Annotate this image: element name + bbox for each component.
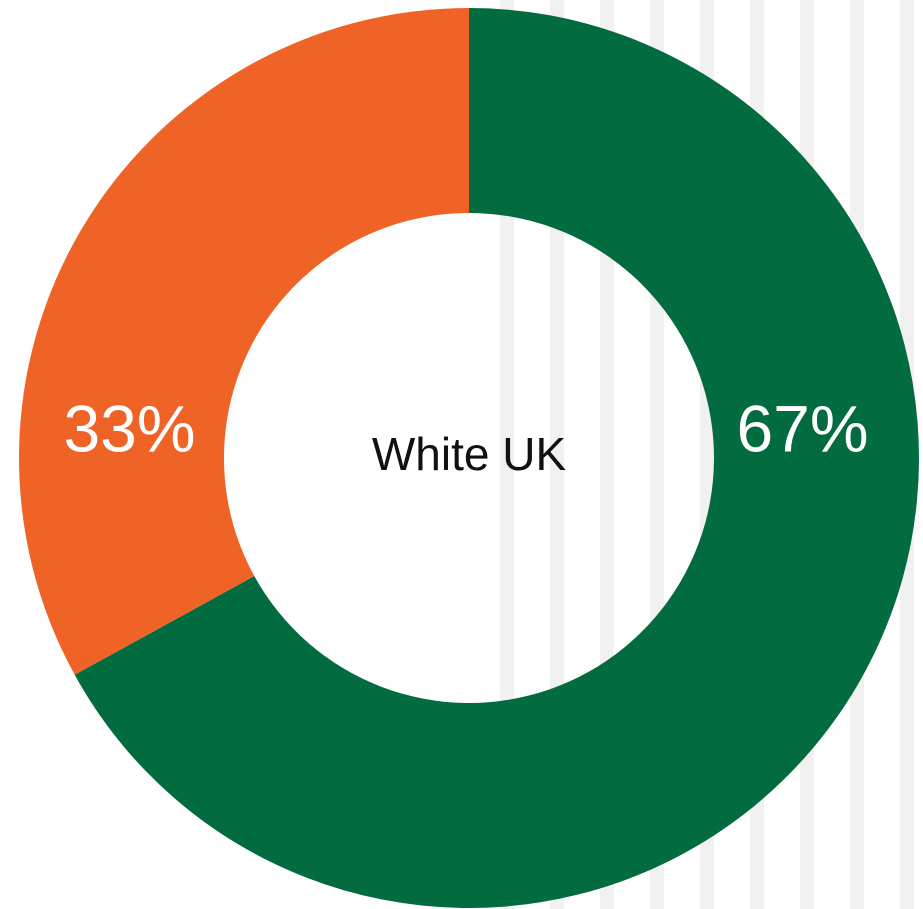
donut-slice-0 <box>74 8 920 908</box>
donut-slice-1 <box>19 8 469 675</box>
slice-label-0: 67% <box>736 391 868 465</box>
slice-label-1: 33% <box>63 391 195 465</box>
slice-labels: 67% 33% <box>63 391 868 465</box>
donut-slices <box>19 8 920 908</box>
center-label: White UK <box>372 428 567 480</box>
